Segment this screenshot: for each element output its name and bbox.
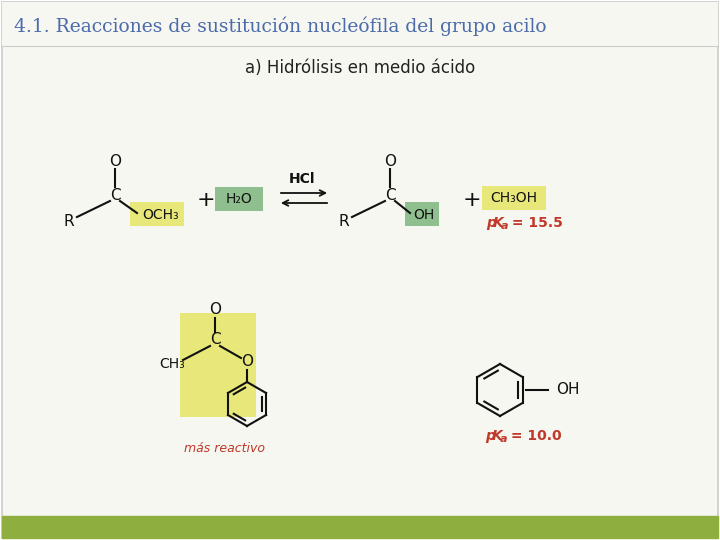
FancyBboxPatch shape — [215, 187, 263, 211]
Text: +: + — [197, 190, 215, 210]
Text: C: C — [384, 187, 395, 202]
Text: C: C — [210, 333, 220, 348]
Text: O: O — [209, 302, 221, 318]
Text: R: R — [338, 213, 349, 228]
Text: p: p — [485, 429, 495, 443]
FancyBboxPatch shape — [405, 202, 439, 226]
Text: R: R — [63, 213, 74, 228]
Text: = 15.5: = 15.5 — [507, 216, 563, 230]
FancyBboxPatch shape — [130, 202, 184, 226]
Text: +: + — [463, 190, 481, 210]
Bar — [2, 516, 718, 538]
Text: 4.1. Reacciones de sustitución nucleófila del grupo acilo: 4.1. Reacciones de sustitución nucleófil… — [14, 16, 546, 36]
Text: K: K — [493, 216, 504, 230]
Text: a: a — [500, 434, 508, 444]
Text: C: C — [109, 187, 120, 202]
Text: OCH₃: OCH₃ — [143, 208, 179, 222]
Text: = 10.0: = 10.0 — [506, 429, 562, 443]
Text: OH: OH — [556, 382, 580, 397]
Text: K: K — [492, 429, 503, 443]
Text: CH₃OH: CH₃OH — [490, 191, 538, 205]
Text: HCl: HCl — [289, 172, 315, 186]
Text: CH₃: CH₃ — [159, 357, 185, 371]
Text: O: O — [384, 153, 396, 168]
Text: O: O — [241, 354, 253, 369]
Text: más reactivo: más reactivo — [184, 442, 266, 455]
Text: a) Hidrólisis en medio ácido: a) Hidrólisis en medio ácido — [245, 59, 475, 77]
Text: OH: OH — [413, 208, 435, 222]
Text: a: a — [501, 221, 508, 231]
Bar — [2, 2, 718, 46]
FancyBboxPatch shape — [482, 186, 546, 210]
Text: O: O — [109, 153, 121, 168]
Text: H₂O: H₂O — [225, 192, 253, 206]
FancyBboxPatch shape — [180, 313, 256, 417]
Text: p: p — [486, 216, 496, 230]
